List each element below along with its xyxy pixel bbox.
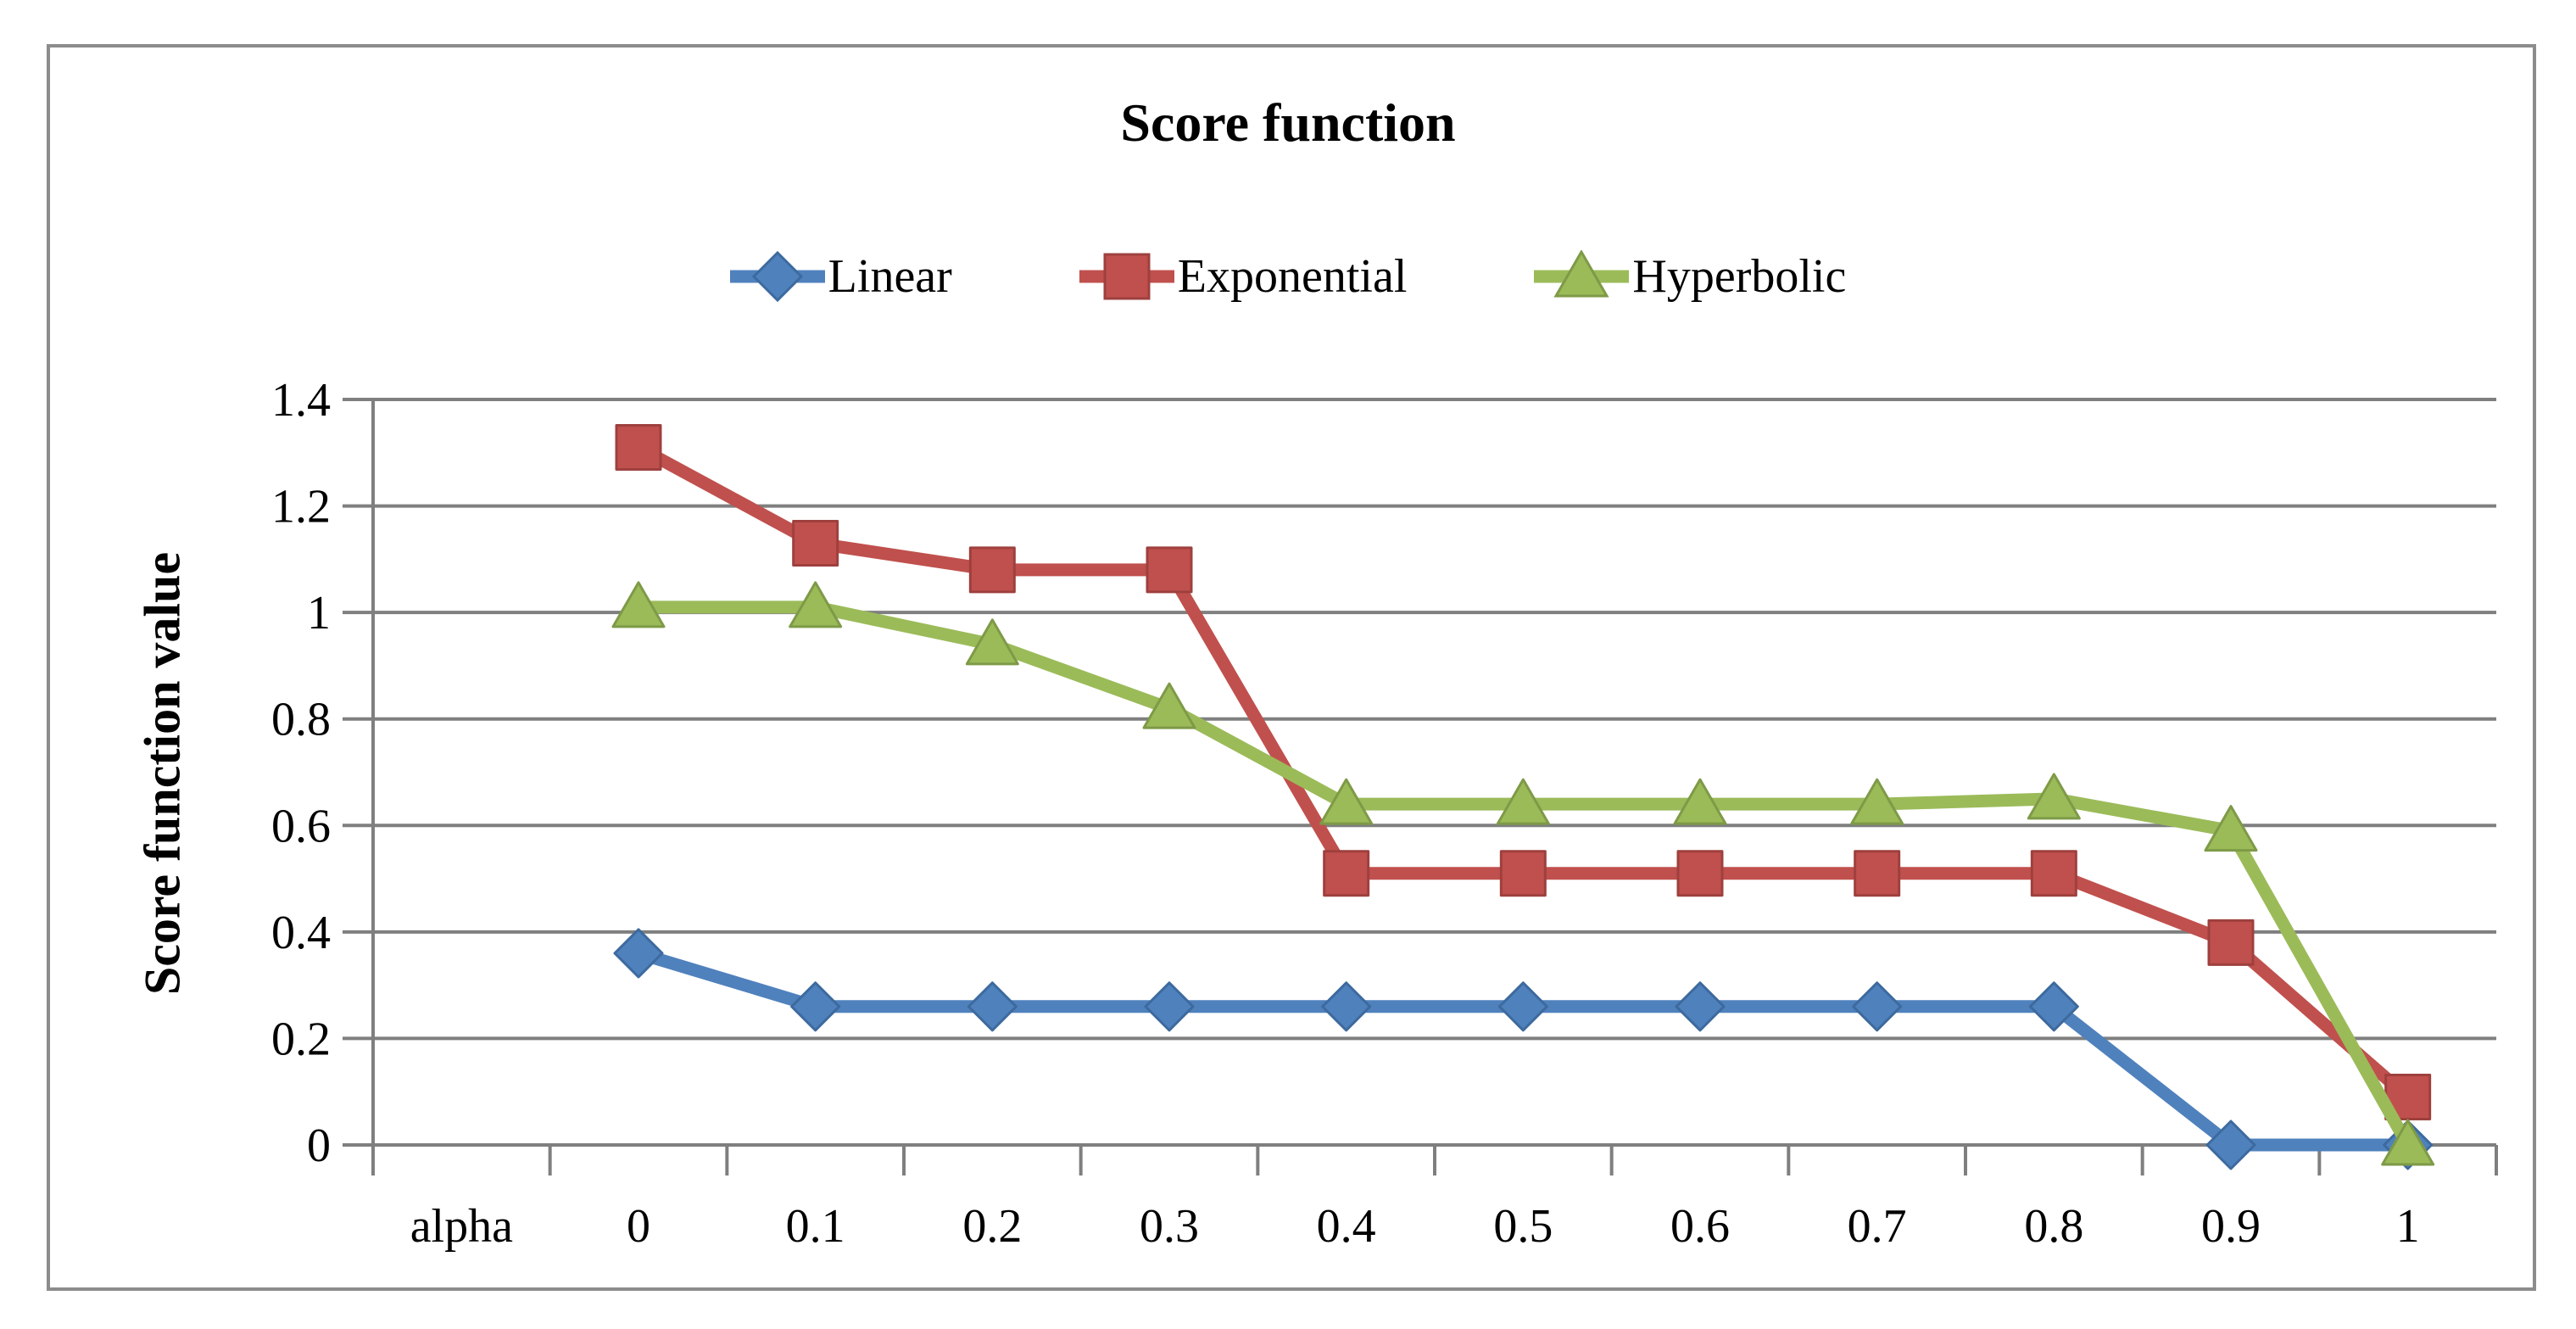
y-axis-title: Score function value <box>134 551 191 996</box>
x-tick-label: 0.1 <box>786 1200 845 1253</box>
marker-linear[interactable] <box>2205 1120 2256 1170</box>
x-tick-label: 0.9 <box>2201 1200 2261 1253</box>
y-tick-label: 0.6 <box>271 800 331 852</box>
legend-label-hyperbolic: Hyperbolic <box>1632 250 1847 303</box>
marker-exponential[interactable] <box>792 520 839 567</box>
y-tick-label: 1.2 <box>271 481 331 533</box>
legend-label-exponential: Exponential <box>1177 250 1408 303</box>
x-tick-label: 0.8 <box>2024 1200 2083 1253</box>
marker-hyperbolic[interactable] <box>1673 778 1727 825</box>
marker-linear[interactable] <box>790 981 841 1032</box>
marker-exponential[interactable] <box>968 546 1016 594</box>
chart-frame[interactable] <box>47 44 2536 1291</box>
y-tick-label: 1 <box>307 587 331 639</box>
marker-hyperbolic[interactable] <box>1850 778 1904 825</box>
x-tick-label: 0.2 <box>962 1200 1022 1253</box>
legend-marker-diamond-icon <box>729 250 825 303</box>
y-tick-label: 0.8 <box>271 694 331 746</box>
marker-linear[interactable] <box>2028 981 2079 1032</box>
marker-linear[interactable] <box>1852 981 1903 1032</box>
marker-hyperbolic[interactable] <box>2381 1119 2435 1166</box>
marker-linear[interactable] <box>1144 981 1195 1032</box>
legend-label-linear: Linear <box>828 250 952 303</box>
legend-marker-shape <box>751 250 803 303</box>
chart-title: Score function <box>1120 92 1456 153</box>
y-tick-label: 0.4 <box>271 907 331 959</box>
marker-hyperbolic[interactable] <box>1319 778 1374 825</box>
x-tick-label: 0 <box>627 1200 650 1253</box>
legend-marker-shape <box>1553 250 1609 298</box>
marker-linear[interactable] <box>1675 981 1726 1032</box>
x-tick-label: 0.4 <box>1317 1200 1376 1253</box>
legend-marker-triangle-icon <box>1534 250 1630 298</box>
marker-hyperbolic[interactable] <box>1496 778 1550 825</box>
y-tick-label: 0.2 <box>271 1013 331 1065</box>
legend-item-hyperbolic[interactable]: Hyperbolic <box>1534 249 1846 304</box>
marker-exponential[interactable] <box>2207 919 2255 966</box>
marker-exponential[interactable] <box>1499 850 1547 897</box>
legend: Linear Exponential Hyperbolic <box>0 249 2576 304</box>
marker-exponential[interactable] <box>1676 850 1724 897</box>
marker-hyperbolic[interactable] <box>789 581 843 628</box>
marker-exponential[interactable] <box>1323 850 1370 897</box>
marker-hyperbolic[interactable] <box>611 581 666 628</box>
marker-linear[interactable] <box>613 928 664 979</box>
legend-item-exponential[interactable]: Exponential <box>1079 249 1408 304</box>
x-tick-label: 0.6 <box>1670 1200 1730 1253</box>
marker-hyperbolic[interactable] <box>1142 682 1196 729</box>
marker-exponential[interactable] <box>2030 850 2077 897</box>
legend-item-linear[interactable]: Linear <box>729 249 952 304</box>
marker-exponential[interactable] <box>1854 850 1901 897</box>
marker-hyperbolic[interactable] <box>2204 805 2258 852</box>
y-tick-label: 1.4 <box>271 374 331 427</box>
marker-linear[interactable] <box>1321 981 1372 1032</box>
x-tick-label: 0.3 <box>1140 1200 1199 1253</box>
marker-hyperbolic[interactable] <box>965 618 1019 666</box>
x-tick-label: 1 <box>2396 1200 2420 1253</box>
marker-linear[interactable] <box>967 981 1018 1032</box>
legend-marker-square-icon <box>1079 253 1174 300</box>
y-tick-label: 0 <box>307 1120 331 1172</box>
marker-exponential[interactable] <box>1146 546 1193 594</box>
x-tick-label: alpha <box>410 1200 513 1253</box>
marker-exponential[interactable] <box>615 424 662 472</box>
x-tick-label: 0.7 <box>1848 1200 1907 1253</box>
x-tick-label: 0.5 <box>1493 1200 1553 1253</box>
marker-linear[interactable] <box>1497 981 1548 1032</box>
marker-hyperbolic[interactable] <box>2027 773 2081 820</box>
legend-marker-shape <box>1103 253 1151 300</box>
